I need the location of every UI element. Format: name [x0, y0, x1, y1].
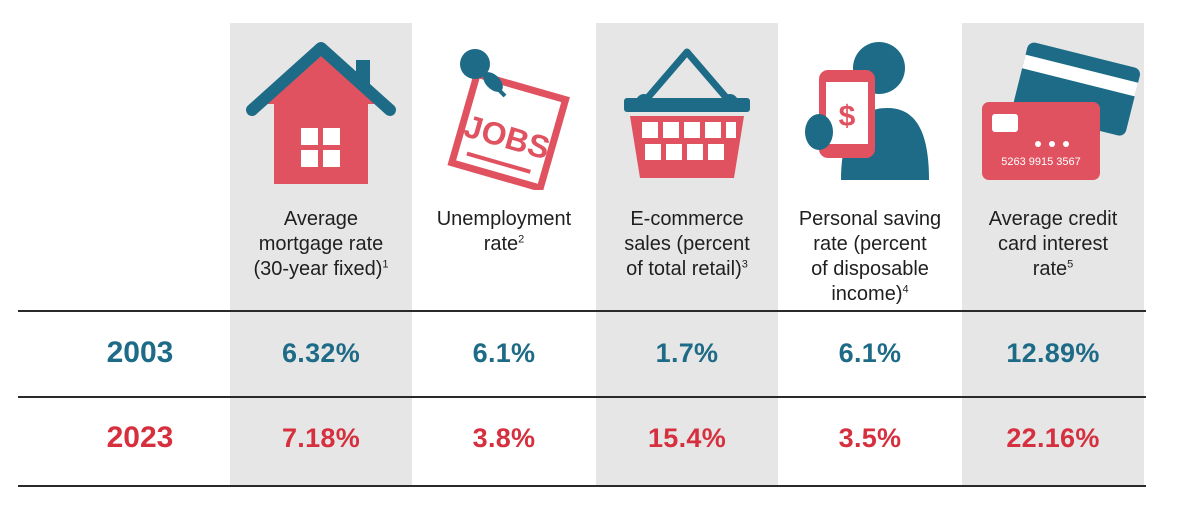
shopping-basket-icon — [624, 48, 750, 178]
phone-dollar-icon: $ — [805, 42, 929, 180]
column-credit: 5263 9915 3567 Average credit card inter… — [962, 0, 1144, 508]
credit-cards-icon: 5263 9915 3567 — [982, 42, 1140, 180]
mortgage-label: Average mortgage rate (30-year fixed)1 — [253, 208, 389, 280]
svg-text:$: $ — [839, 100, 856, 133]
unemployment-label: Unemployment rate2 — [436, 208, 572, 255]
header-divider — [18, 310, 1146, 312]
row-divider — [18, 396, 1146, 398]
saving-label: Personal saving rate (percent of disposa… — [798, 208, 942, 305]
row-label-2003: 2003 — [106, 336, 174, 369]
column-saving: $ Personal saving rate (percent of dispo… — [779, 0, 961, 508]
unemployment-2003-value: 6.1% — [472, 338, 536, 368]
jobs-note-icon: JOBS — [447, 49, 570, 190]
saving-2023-value: 3.5% — [838, 423, 902, 453]
column-ecommerce: E-commerce sales (percent of total retai… — [596, 0, 778, 508]
card-number: 5263 9915 3567 — [1001, 156, 1081, 168]
credit-label: Average credit card interest rate5 — [988, 208, 1118, 280]
unemployment-2023-value: 3.8% — [472, 423, 536, 453]
row-label-2023: 2023 — [106, 421, 174, 454]
ecommerce-2003-value: 1.7% — [655, 338, 719, 368]
ecommerce-label: E-commerce sales (percent of total retai… — [624, 208, 750, 280]
ecommerce-2023-value: 15.4% — [647, 423, 727, 453]
saving-2003-value: 6.1% — [838, 338, 902, 368]
house-icon — [246, 42, 396, 184]
column-mortgage: Average mortgage rate (30-year fixed)1 6… — [230, 0, 412, 508]
credit-2023-value: 22.16% — [1006, 423, 1100, 453]
credit-2003-value: 12.89% — [1006, 338, 1100, 368]
mortgage-2023-value: 7.18% — [281, 423, 361, 453]
mortgage-2003-value: 6.32% — [281, 338, 361, 368]
column-unemployment: JOBS Unemployment rate2 6.1% 3.8% — [413, 0, 595, 508]
bottom-divider — [18, 485, 1146, 487]
